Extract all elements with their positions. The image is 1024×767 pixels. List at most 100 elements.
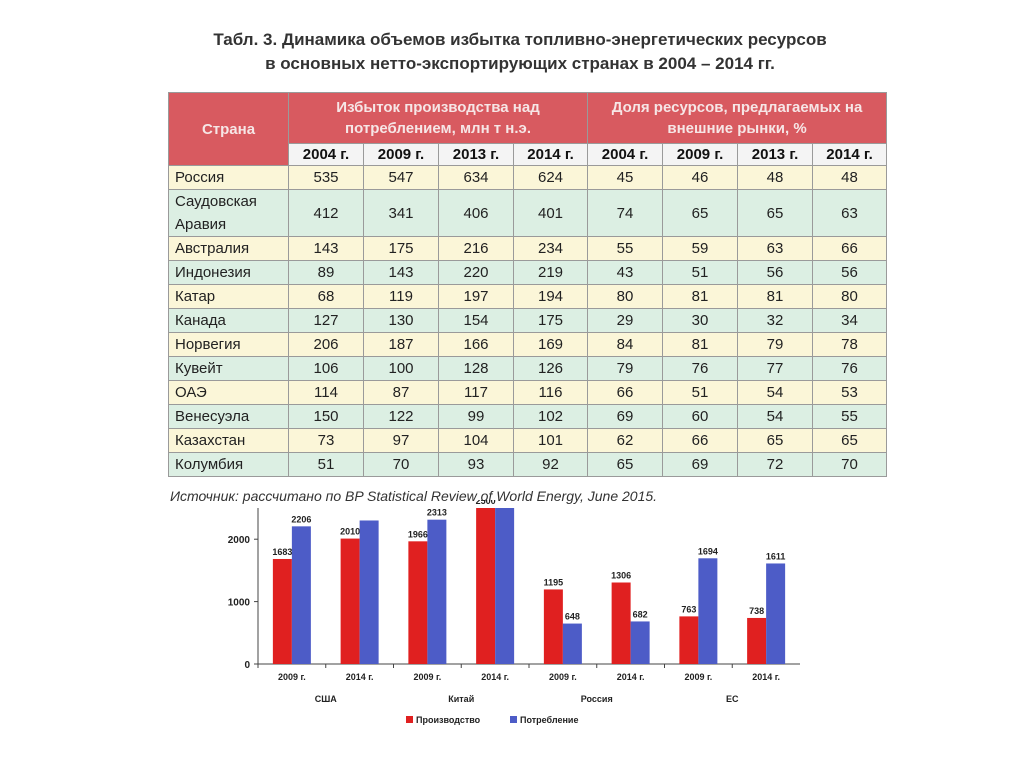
y-tick-label: 2000 [228,535,251,546]
value-cell: 70 [812,452,888,477]
value-cell: 216 [438,236,514,261]
value-cell: 206 [288,332,364,357]
country-name-line: Норвегия [175,336,241,353]
value-cell: 104 [438,428,514,453]
table-row: Россия 535 547 634 624 45 46 48 48 [168,165,888,190]
value-cell: 79 [587,356,664,381]
header-row-groups: Страна Избыток производства над потребле… [168,92,888,166]
data-label: 1195 [544,577,564,587]
data-label: 2010 [340,527,360,537]
value-cell: 84 [587,332,664,357]
country-cell: Колумбия [168,452,289,477]
bar-production [408,541,428,664]
value-cell: 117 [438,380,514,405]
value-cell: 406 [438,189,514,237]
data-label: 682 [633,609,648,619]
value-cell: 54 [737,380,814,405]
value-cell: 65 [812,428,888,453]
value-cell: 166 [438,332,514,357]
group-label: Китай [448,694,474,704]
value-cell: 175 [363,236,439,261]
value-cell: 81 [737,284,814,309]
country-cell: Саудовская Аравия [168,189,289,237]
year-header: 2009 г. [662,143,739,166]
value-cell: 341 [363,189,439,237]
bar-consumption [291,526,311,664]
y-tick-label: 0 [244,660,250,671]
country-cell: Канада [168,308,289,333]
table-row: Катар 68 119 197 194 80 81 81 80 [168,284,888,309]
country-name-line: Венесуэла [175,408,250,425]
table-row: Индонезия 89 143 220 219 43 51 56 56 [168,260,888,285]
value-cell: 34 [812,308,888,333]
value-cell: 32 [737,308,814,333]
value-cell: 70 [363,452,439,477]
table-title: Табл. 3. Динамика объемов избытка топлив… [150,28,890,76]
value-cell: 143 [363,260,439,285]
value-cell: 69 [662,452,739,477]
category-label: 2009 г. [549,672,577,682]
table-row: ОАЭ 114 87 117 116 66 51 54 53 [168,380,888,405]
value-cell: 55 [587,236,664,261]
header-surplus: Избыток производства над потреблением, м… [287,92,589,144]
value-cell: 194 [512,284,589,309]
data-label: 1683 [272,547,292,557]
country-header: Страна [168,92,289,166]
value-cell: 412 [288,189,364,237]
bar-production [340,538,360,664]
header-surplus-line-2: потреблением, млн т н.э. [345,120,531,137]
value-cell: 56 [812,260,888,285]
bar-production [543,589,563,664]
value-cell: 130 [363,308,439,333]
category-label: 2014 г. [481,672,509,682]
year-header: 2013 г. [737,143,814,166]
value-cell: 30 [662,308,739,333]
source-note: Источник: рассчитано по BP Statistical R… [170,488,658,504]
value-cell: 169 [512,332,589,357]
country-name-line: Индонезия [175,264,251,281]
value-cell: 78 [812,332,888,357]
header-surplus-line-1: Избыток производства над [336,99,540,116]
value-cell: 401 [512,189,589,237]
country-cell: Венесуэла [168,404,289,429]
category-label: 2009 г. [413,672,441,682]
country-cell: Катар [168,284,289,309]
value-cell: 106 [288,356,364,381]
value-cell: 175 [512,308,589,333]
value-cell: 56 [737,260,814,285]
country-cell: Норвегия [168,332,289,357]
value-cell: 66 [587,380,664,405]
bar-production [611,582,631,664]
country-cell: Индонезия [168,260,289,285]
value-cell: 89 [288,260,364,285]
country-name-line: Канада [175,312,226,329]
value-cell: 43 [587,260,664,285]
production-consumption-chart: 0 1000 2000 1683 2206 2009 г. 2010 2014 г. 1966 2… [228,500,800,725]
value-cell: 624 [512,165,589,190]
category-label: 2014 г. [752,672,780,682]
value-cell: 143 [288,236,364,261]
value-cell: 127 [288,308,364,333]
data-label: 738 [749,606,764,616]
table-row: Колумбия 51 70 93 92 65 69 72 70 [168,452,888,477]
group-label: Россия [581,694,613,704]
bar-consumption [359,520,379,664]
value-cell: 220 [438,260,514,285]
country-cell: Кувейт [168,356,289,381]
value-cell: 65 [737,189,814,237]
value-cell: 99 [438,404,514,429]
bar-production [476,508,496,664]
title-line-1: Табл. 3. Динамика объемов избытка топлив… [213,30,827,49]
value-cell: 93 [438,452,514,477]
bar-production [679,616,699,664]
value-cell: 73 [288,428,364,453]
value-cell: 101 [512,428,589,453]
data-label: 2313 [427,508,447,518]
table-row: Венесуэла 150 122 99 102 69 60 54 55 [168,404,888,429]
legend-label: Производство [416,715,481,725]
value-cell: 65 [737,428,814,453]
value-cell: 77 [737,356,814,381]
country-name-line: Кувейт [175,360,223,377]
value-cell: 53 [812,380,888,405]
bar-production [272,558,292,664]
